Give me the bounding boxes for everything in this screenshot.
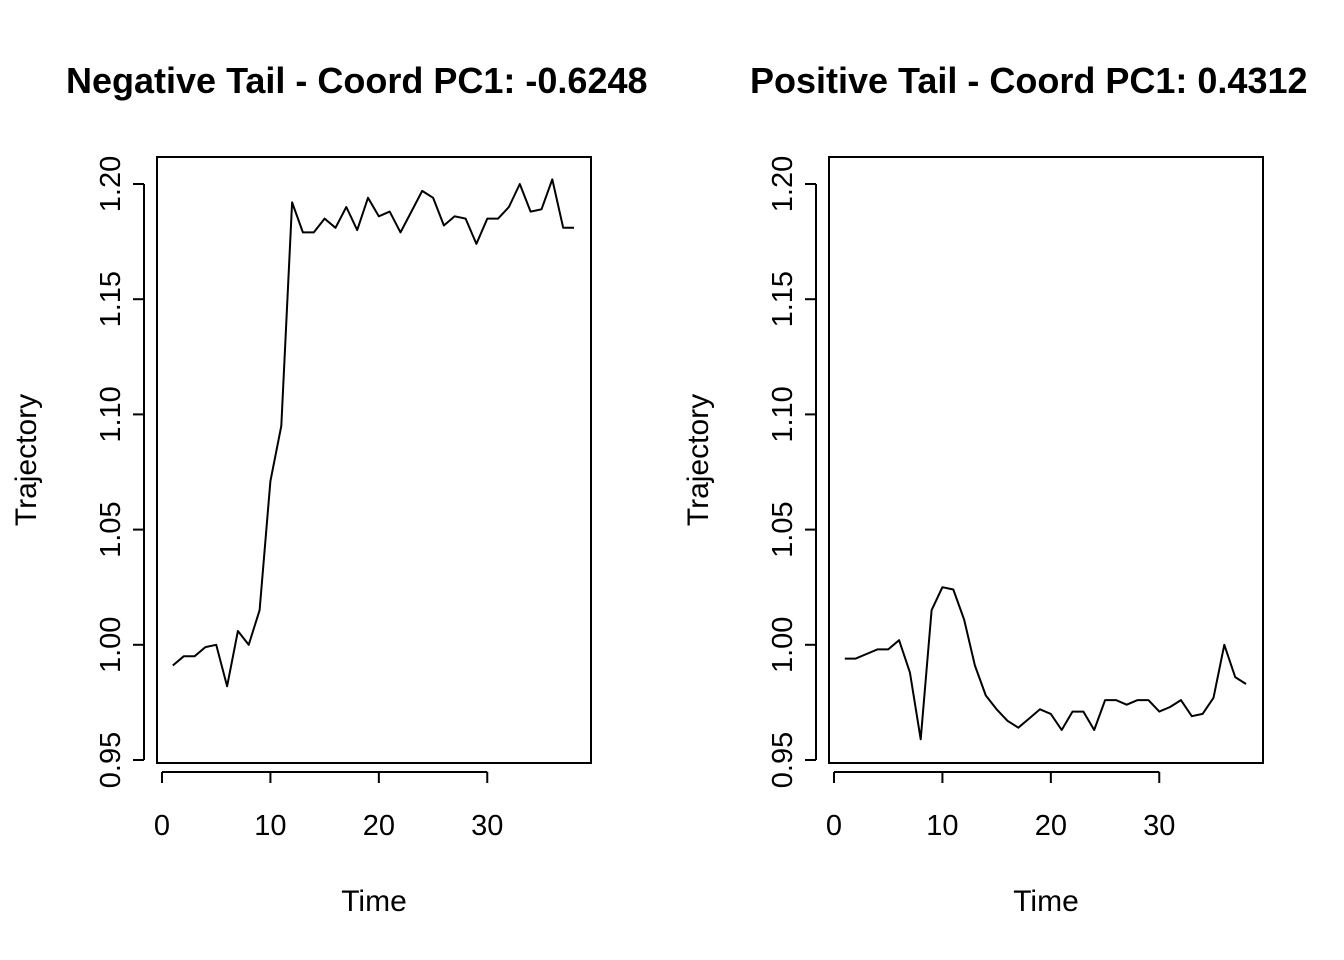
chart-title: Negative Tail - Coord PC1: -0.6248 [66,60,648,101]
y-tick-label: 0.95 [95,732,127,788]
x-tick-label: 0 [154,810,170,842]
x-tick-label: 0 [826,810,842,842]
chart-panel-2: Positive Tail - Coord PC1: 0.4312 0 10 20 30… [682,60,1308,918]
x-tick-label: 10 [926,810,958,842]
y-axis-label: Trajectory [10,394,43,526]
plot-frame [156,156,592,764]
y-tick-label: 1.00 [767,617,799,673]
y-tick-label: 1.00 [95,617,127,673]
x-axis-label: Time [1013,885,1079,918]
y-axis-label: Trajectory [682,394,715,526]
x-tick-label: 20 [1035,810,1067,842]
y-tick-label: 1.15 [95,271,127,327]
y-tick-label: 1.20 [767,156,799,212]
y-tick-label: 0.95 [767,732,799,788]
y-tick-label: 1.10 [95,386,127,442]
y-tick-label: 1.05 [95,501,127,557]
y-tick-label: 1.20 [95,156,127,212]
x-tick-label: 10 [254,810,286,842]
series-line [844,586,1247,741]
chart-panel-1: Negative Tail - Coord PC1: -0.6248 0 10 20 3… [10,60,648,918]
x-tick-label: 30 [471,810,503,842]
chart-title: Positive Tail - Coord PC1: 0.4312 [750,60,1308,101]
series-line [172,178,574,688]
y-tick-label: 1.05 [767,501,799,557]
y-tick-label: 1.10 [767,386,799,442]
y-tick-label: 1.15 [767,271,799,327]
plot-frame [828,156,1264,764]
x-tick-label: 20 [363,810,395,842]
x-tick-label: 30 [1143,810,1175,842]
x-axis-label: Time [341,885,407,918]
